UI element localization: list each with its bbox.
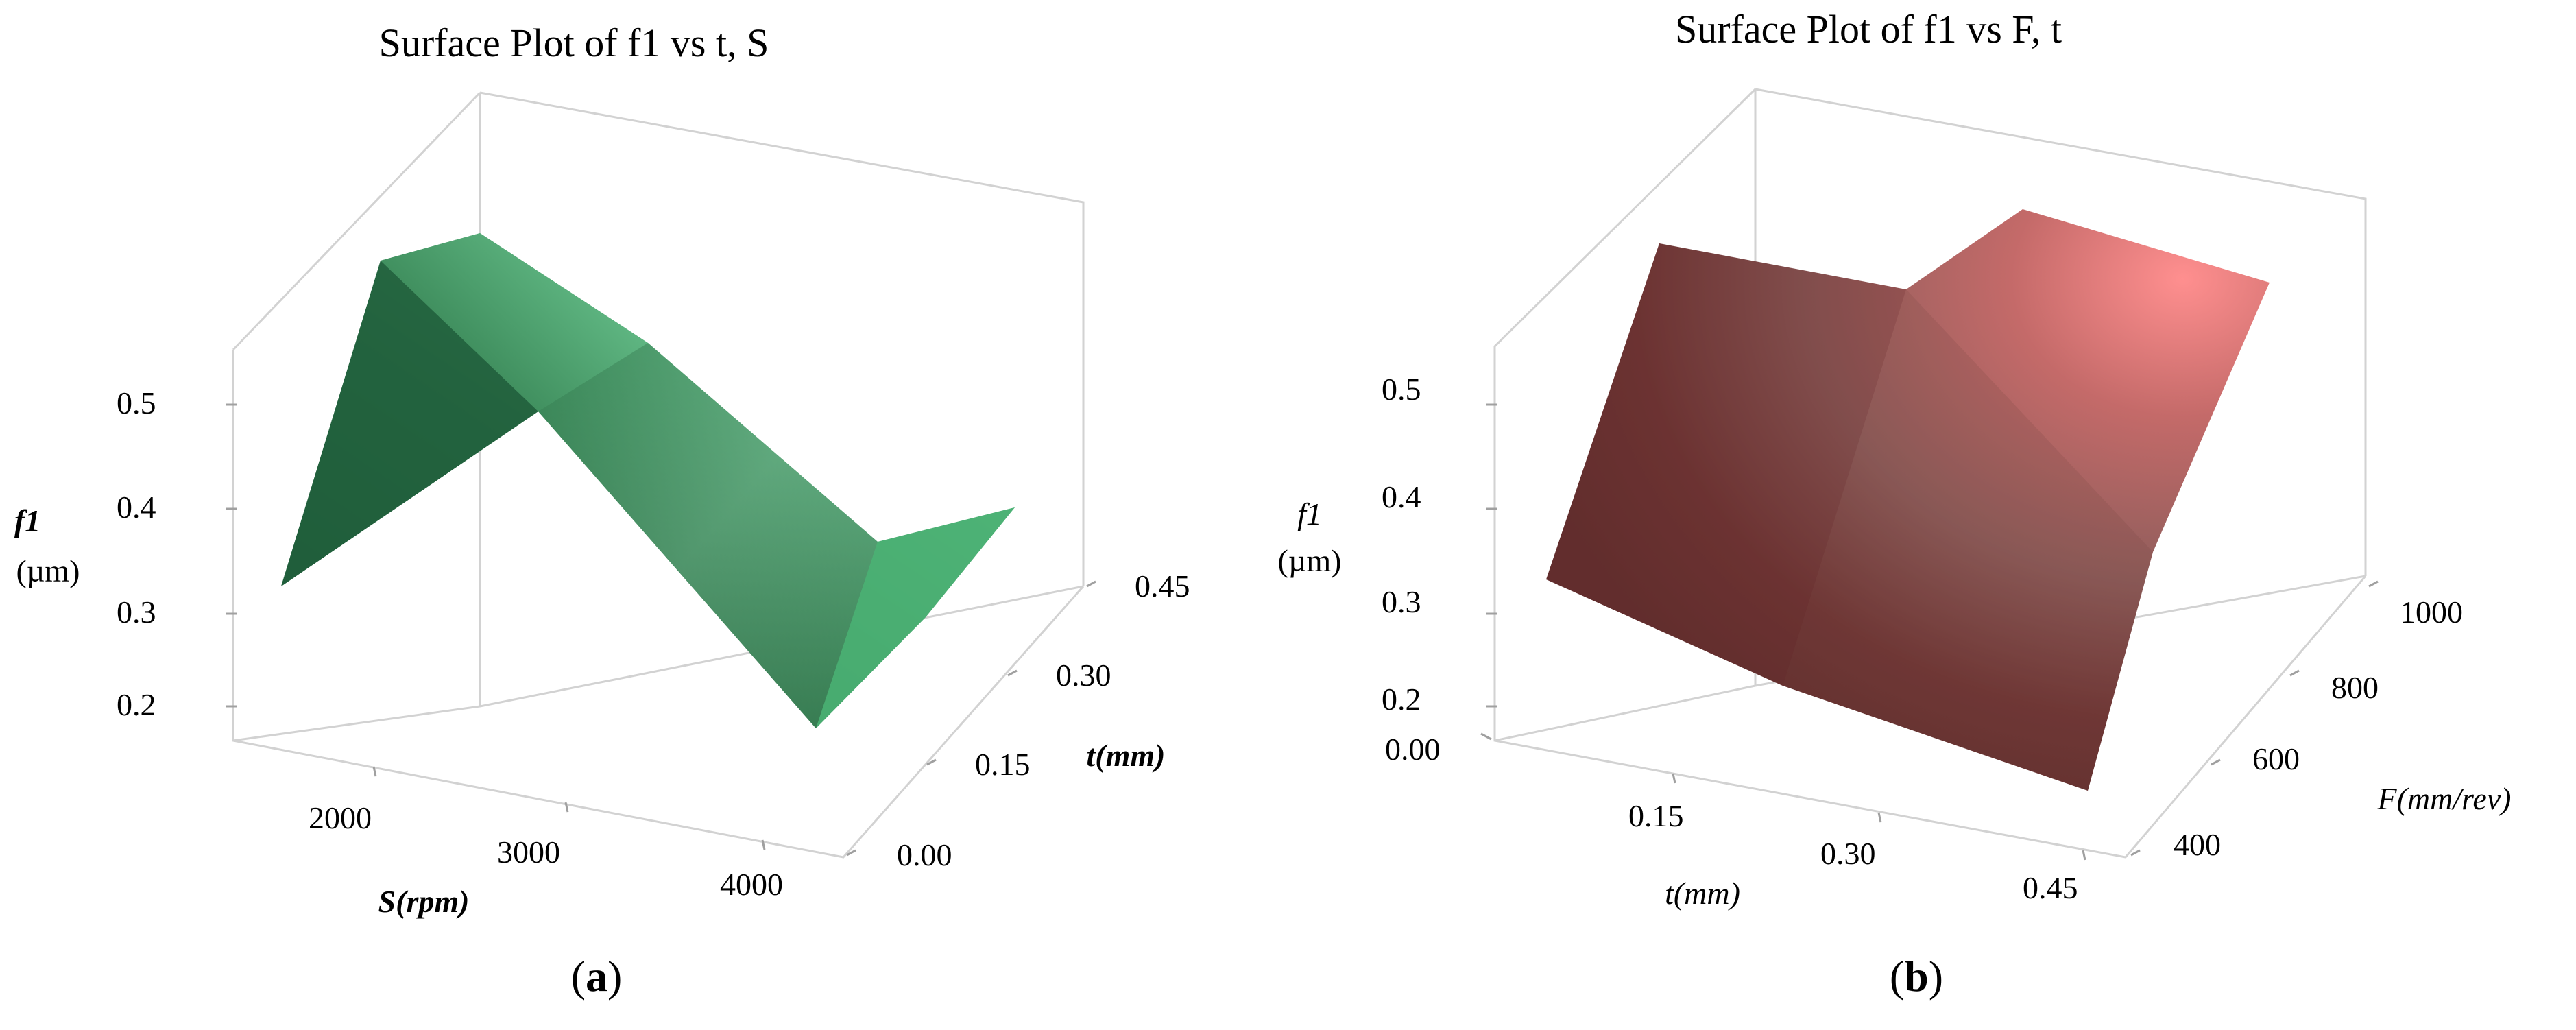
chart-b-z-unit: (µm) (1278, 543, 1342, 578)
chart-a-panel-label: (a) (571, 952, 623, 1001)
chart-b-surface (1546, 209, 2270, 791)
chart-a: Surface Plot of f1 vs t, S 0.5 0.4 0.3 (14, 21, 1190, 1001)
chart-a-title: Surface Plot of f1 vs t, S (379, 21, 769, 65)
chart-a-y-tick-label: 0.30 (1056, 658, 1111, 693)
chart-b-x-ticks: 0.00 0.15 0.30 0.45 (1385, 732, 2086, 905)
chart-b-x-tick-label: 0.00 (1385, 732, 1441, 767)
chart-b: Surface Plot of f1 vs F, t 0.5 0.4 0.3 0… (1278, 7, 2512, 1001)
chart-a-z-tick-label: 0.2 (117, 687, 156, 722)
chart-a-z-ticks: 0.5 0.4 0.3 0.2 (117, 385, 237, 722)
chart-a-x-label: S(rpm) (378, 884, 470, 919)
chart-b-x-label: t(mm) (1665, 876, 1740, 911)
chart-b-x-tick-label: 0.30 (1820, 836, 1876, 871)
chart-a-y-tick-label: 0.45 (1135, 568, 1190, 603)
chart-b-y-label: F(mm/rev) (2377, 781, 2512, 816)
chart-a-z-tick-label: 0.3 (117, 595, 156, 630)
chart-a-x-tick-label: 4000 (720, 867, 783, 902)
chart-a-z-tick-label: 0.4 (117, 490, 156, 525)
chart-b-x-tick-label: 0.15 (1628, 798, 1684, 833)
chart-b-z-label: f1 (1297, 496, 1322, 531)
chart-b-y-tick-label: 1000 (2400, 595, 2463, 630)
chart-b-y-tick-label: 400 (2174, 827, 2221, 862)
chart-a-z-label: f1 (14, 503, 40, 538)
chart-b-z-ticks: 0.5 0.4 0.3 0.2 (1382, 372, 1497, 717)
chart-a-panel-letter: a (586, 952, 607, 1001)
chart-a-z-tick-label: 0.5 (117, 385, 156, 420)
chart-b-panel-label: (b) (1890, 952, 1943, 1001)
chart-a-z-unit: (µm) (16, 553, 80, 588)
chart-b-z-tick-label: 0.5 (1382, 372, 1421, 407)
chart-a-y-tick-label: 0.00 (897, 837, 952, 872)
chart-b-panel-open: ( (1890, 952, 1904, 1001)
chart-a-y-ticks: 0.00 0.15 0.30 0.45 (846, 568, 1190, 872)
chart-b-z-tick-label: 0.2 (1382, 682, 1421, 717)
chart-a-x-tick-label: 3000 (497, 835, 560, 870)
chart-a-axes-box (232, 91, 1085, 859)
chart-b-panel-close: ) (1929, 952, 1943, 1001)
chart-b-y-tick-label: 600 (2252, 741, 2300, 776)
chart-a-panel-open: ( (571, 952, 586, 1001)
chart-b-y-ticks: 400 600 800 1000 (2130, 580, 2463, 862)
chart-a-y-label: t(mm) (1087, 738, 1166, 773)
chart-a-y-tick-label: 0.15 (975, 747, 1031, 782)
chart-b-x-tick-label: 0.45 (2023, 870, 2078, 905)
chart-b-z-tick-label: 0.3 (1382, 584, 1421, 619)
chart-a-surface (281, 233, 1015, 728)
chart-a-x-ticks: 2000 3000 4000 (309, 766, 783, 902)
chart-b-panel-letter: b (1904, 952, 1929, 1001)
chart-b-y-tick-label: 800 (2331, 670, 2379, 705)
chart-b-title: Surface Plot of f1 vs F, t (1675, 7, 2062, 51)
chart-a-x-tick-label: 2000 (309, 800, 372, 835)
chart-b-z-tick-label: 0.4 (1382, 479, 1421, 514)
chart-a-panel-close: ) (607, 952, 622, 1001)
